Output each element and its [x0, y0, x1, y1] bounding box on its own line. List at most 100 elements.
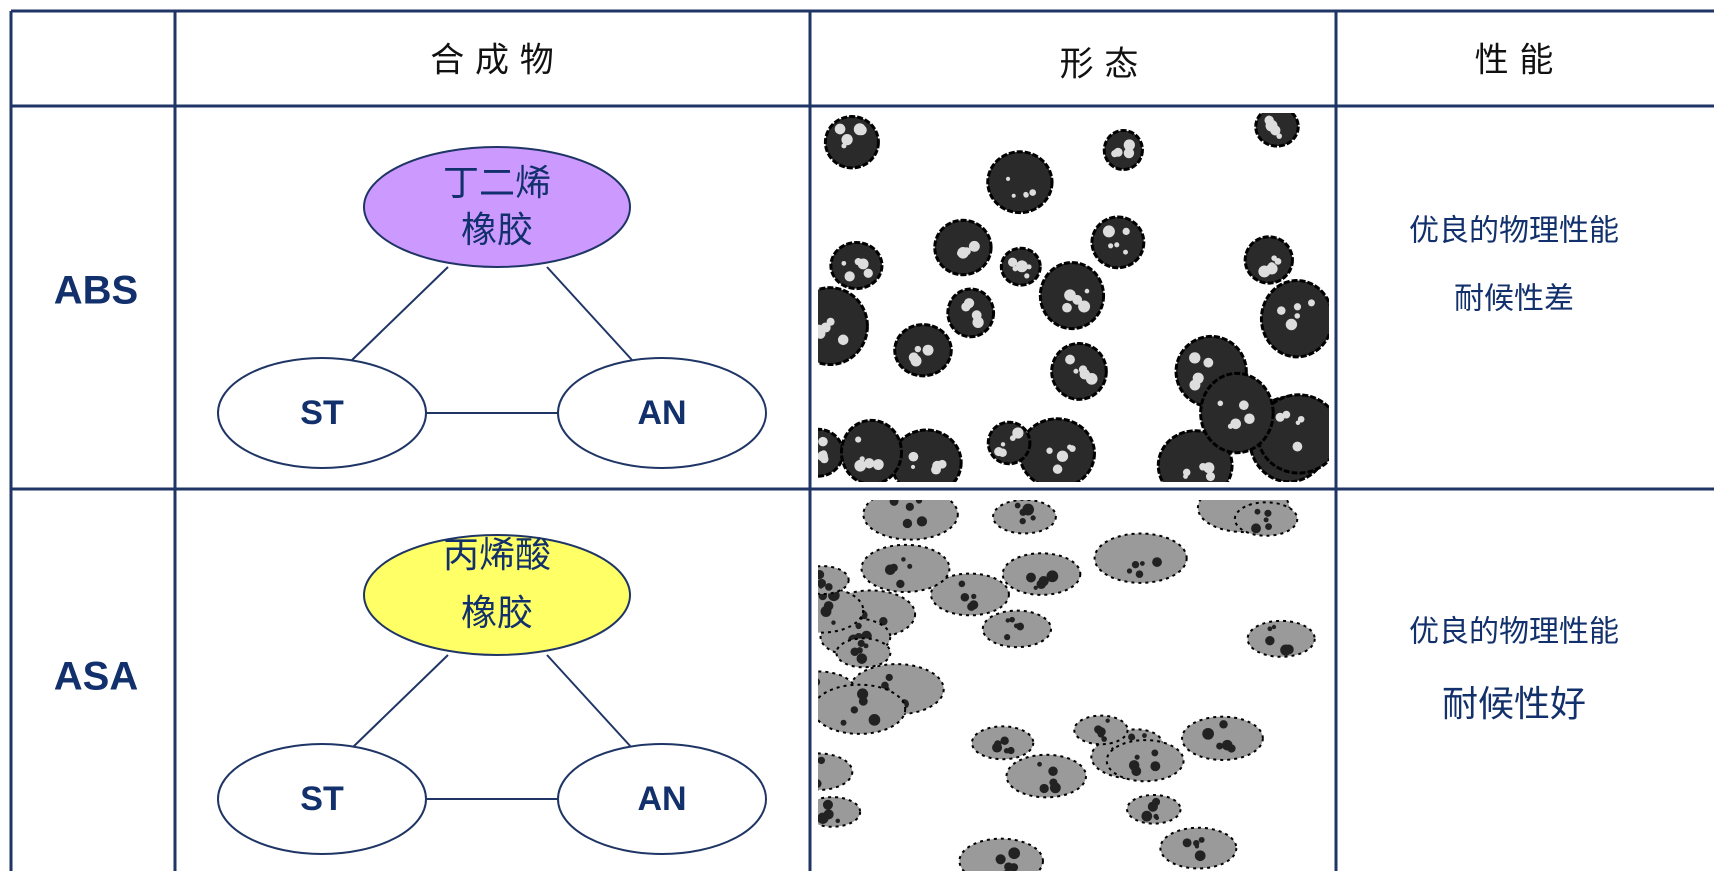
- particle-speck: [1008, 847, 1021, 860]
- particle-speck: [858, 696, 868, 706]
- particle-speck: [896, 579, 905, 589]
- particle-speck: [1189, 379, 1201, 391]
- particle-speck: [881, 681, 889, 690]
- rubber-label: 橡胶: [461, 210, 533, 251]
- particle: [1159, 826, 1238, 870]
- particle: [981, 609, 1053, 649]
- particle-speck: [1219, 720, 1228, 729]
- particle-speck: [818, 779, 822, 788]
- particle-speck: [1015, 260, 1028, 273]
- particle-speck: [1285, 318, 1298, 331]
- particle-speck: [855, 436, 862, 443]
- particle-speck: [1198, 836, 1205, 843]
- particle-speck: [1297, 415, 1305, 423]
- particle: [946, 287, 996, 339]
- particle: [1018, 417, 1096, 482]
- rubber-label: 丙烯酸: [443, 535, 551, 576]
- row-name: ABS: [54, 269, 138, 313]
- monomer-label: AN: [637, 394, 686, 432]
- rubber-node: [363, 534, 631, 656]
- particle: [818, 286, 869, 367]
- particle-speck: [1004, 862, 1014, 871]
- particle-speck: [818, 756, 825, 765]
- particle-speck: [884, 564, 896, 575]
- particle-speck: [1244, 413, 1255, 425]
- particle-speck: [1194, 850, 1206, 862]
- particle-speck: [963, 298, 975, 309]
- particle-speck: [1182, 838, 1192, 848]
- particle-speck: [937, 459, 947, 469]
- particle-speck: [1023, 192, 1029, 198]
- particle-speck: [1151, 749, 1159, 757]
- particle-speck: [1111, 150, 1119, 158]
- particle: [890, 428, 963, 482]
- particle-speck: [835, 818, 841, 824]
- particle-speck: [1293, 303, 1302, 311]
- particle-speck: [863, 268, 873, 278]
- particle-speck: [1265, 635, 1275, 646]
- particle-speck: [1026, 572, 1036, 583]
- particle-speck: [1005, 618, 1011, 623]
- particle-speck: [1009, 616, 1015, 623]
- particle-speck: [1078, 300, 1091, 313]
- particle-speck: [885, 673, 893, 682]
- row-name: ASA: [54, 655, 138, 699]
- monomer-node: [557, 743, 767, 855]
- particle-speck: [863, 643, 869, 649]
- particle-speck: [834, 123, 846, 135]
- particle: [1105, 739, 1185, 783]
- particle-speck: [994, 740, 1002, 748]
- particle-speck: [1033, 585, 1038, 590]
- particle-speck: [908, 451, 919, 462]
- particle-speck: [1014, 502, 1021, 509]
- particle: [835, 637, 892, 669]
- composition-diagram: 丁二烯 橡胶 ST AN: [217, 146, 767, 469]
- particle: [1005, 753, 1088, 799]
- table-grid: [9, 9, 1714, 871]
- particle-speck: [1238, 400, 1249, 411]
- particle-speck: [901, 557, 906, 562]
- particle-speck: [915, 500, 923, 504]
- particle-speck: [1294, 313, 1301, 319]
- monomer-label: AN: [637, 780, 686, 818]
- particle-speck: [1126, 568, 1133, 574]
- particle-speck: [837, 334, 849, 346]
- particle-speck: [840, 719, 847, 726]
- particle-speck: [1102, 225, 1115, 238]
- particle-speck: [1123, 249, 1128, 255]
- particle-speck: [1037, 761, 1042, 767]
- particle-speck: [1078, 365, 1088, 374]
- particle-speck: [1292, 441, 1303, 452]
- particle: [860, 543, 951, 593]
- particle-speck: [818, 812, 829, 824]
- particle-speck: [1101, 736, 1107, 742]
- rubber-node: [363, 146, 631, 268]
- particle-speck: [1123, 139, 1135, 151]
- particle: [862, 500, 959, 541]
- particle-speck: [1182, 468, 1191, 477]
- particle-speck: [1016, 622, 1025, 631]
- particle-speck: [1130, 735, 1136, 740]
- particle: [930, 572, 1010, 617]
- monomer-label: ST: [300, 394, 344, 432]
- particle-speck: [856, 653, 868, 664]
- link: [351, 654, 449, 749]
- particle: [1246, 619, 1316, 658]
- particle-speck: [1123, 147, 1135, 159]
- particle-speck: [1114, 242, 1120, 248]
- particle-speck: [1307, 299, 1315, 307]
- particle-speck: [1150, 761, 1161, 772]
- particle-speck: [823, 601, 834, 611]
- particle-speck: [807, 445, 817, 455]
- particle-speck: [1265, 523, 1272, 531]
- particle-speck: [910, 464, 916, 470]
- monomer-label: ST: [300, 780, 344, 818]
- micrograph: [807, 113, 1329, 482]
- particle-speck: [1131, 560, 1140, 569]
- particle-speck: [1029, 189, 1037, 196]
- particle-speck: [1007, 746, 1015, 755]
- particle-speck: [1221, 739, 1233, 751]
- particle: [1001, 552, 1082, 596]
